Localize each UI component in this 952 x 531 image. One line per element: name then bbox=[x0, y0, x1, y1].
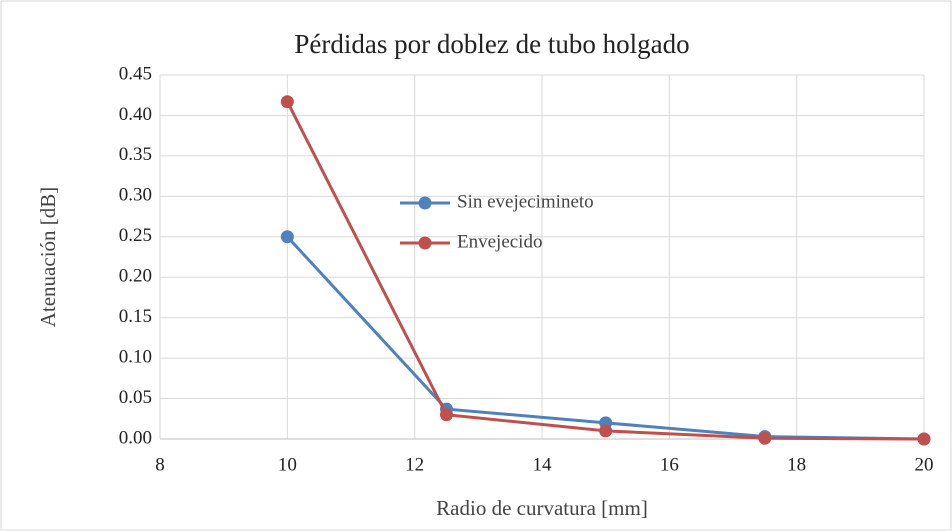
y-tick-label: 0.20 bbox=[119, 266, 152, 287]
data-point bbox=[917, 432, 931, 446]
legend-label: Envejecido bbox=[457, 231, 542, 252]
chart-title: Pérdidas por doblez de tubo holgado bbox=[294, 29, 689, 59]
y-tick-label: 0.25 bbox=[119, 225, 152, 246]
x-tick-label: 20 bbox=[915, 454, 934, 475]
y-tick-label: 0.05 bbox=[119, 387, 152, 408]
y-tick-label: 0.35 bbox=[119, 144, 152, 165]
x-tick-label: 10 bbox=[278, 454, 297, 475]
x-tick-label: 12 bbox=[405, 454, 424, 475]
data-point bbox=[599, 424, 613, 438]
data-point bbox=[280, 95, 294, 109]
legend-label: Sin evejecimineto bbox=[457, 191, 594, 212]
y-axis-title: Atenuación [dB] bbox=[36, 187, 60, 328]
y-tick-label: 0.30 bbox=[119, 185, 152, 206]
data-point bbox=[440, 408, 453, 422]
x-tick-label: 16 bbox=[660, 454, 679, 475]
y-tick-label: 0.15 bbox=[119, 306, 152, 327]
x-tick-label: 14 bbox=[533, 454, 553, 475]
y-tick-label: 0.45 bbox=[119, 63, 152, 84]
x-tick-label: 8 bbox=[155, 454, 165, 475]
legend-marker bbox=[418, 236, 432, 250]
data-point bbox=[280, 230, 294, 244]
y-tick-label: 0.00 bbox=[119, 427, 152, 448]
y-tick-label: 0.40 bbox=[119, 104, 152, 125]
data-point bbox=[758, 431, 772, 445]
x-axis-title: Radio de curvatura [mm] bbox=[436, 496, 648, 520]
y-tick-label: 0.10 bbox=[119, 346, 152, 367]
legend-marker bbox=[418, 196, 432, 210]
x-tick-label: 18 bbox=[787, 454, 806, 475]
